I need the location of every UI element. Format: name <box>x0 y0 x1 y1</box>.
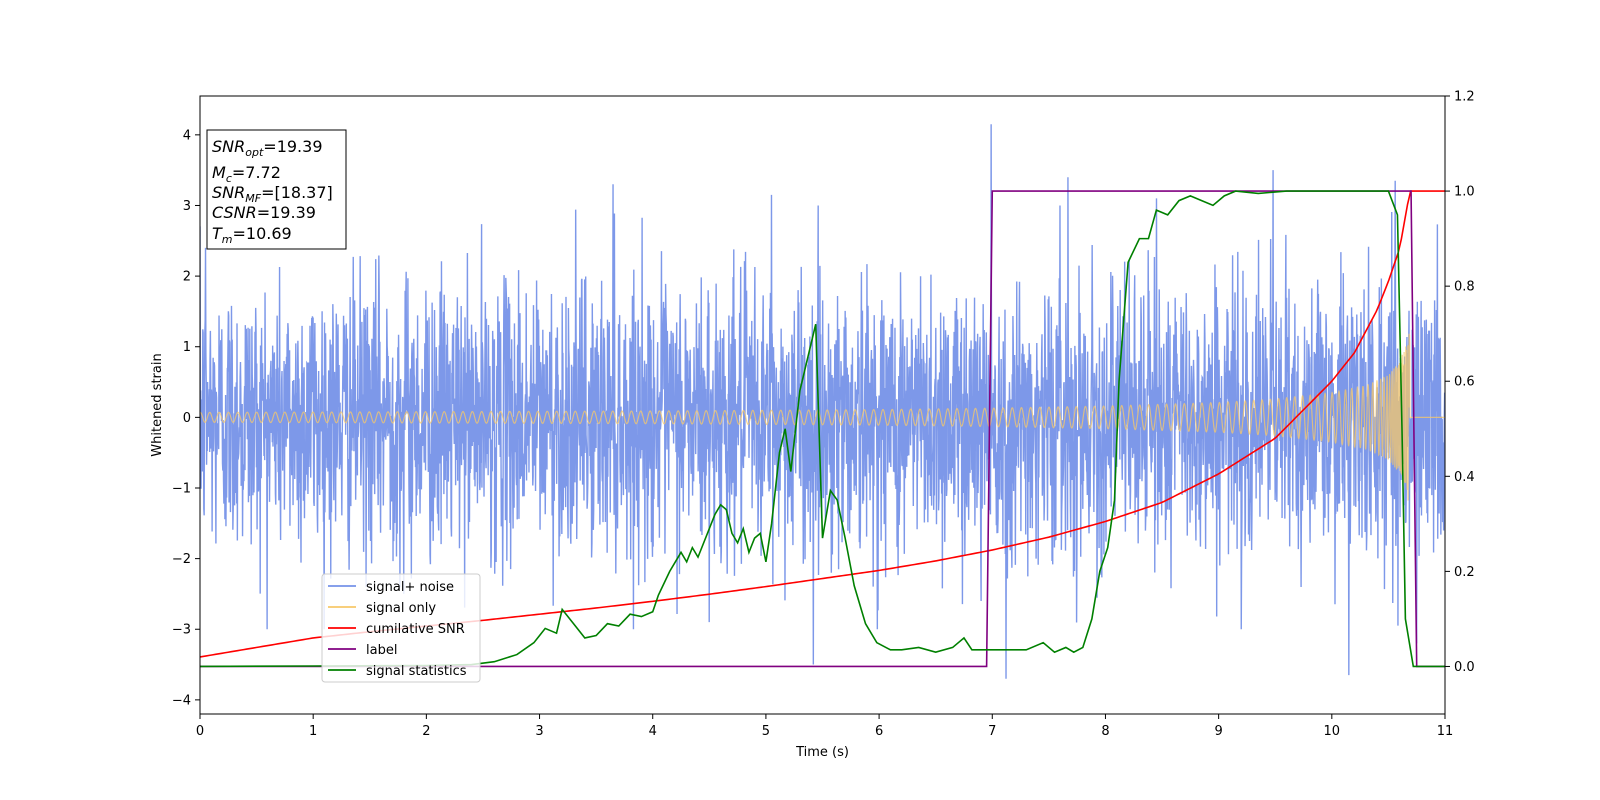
y-tick-label: −2 <box>172 552 191 567</box>
legend-entry: cumilative SNR <box>366 622 465 637</box>
x-tick-label: 9 <box>1214 724 1222 739</box>
y2-tick-label: 0.8 <box>1454 280 1475 295</box>
annotation-value: =7.72 <box>232 163 281 182</box>
axes: 0 1 2 3 4 5 6 7 8 9 10 11 −4 −3 −2 −1 0 1 2 3 4 0.0 0.2 0.4 0.6 0… <box>150 90 1475 761</box>
annotation-symbol: M <box>212 163 226 182</box>
line-signal-only <box>200 333 1445 501</box>
y-tick-label: 1 <box>183 340 191 355</box>
annotation-subscript: m <box>222 233 233 246</box>
line-signal-statistics <box>200 190 1445 668</box>
x-tick-label: 10 <box>1324 724 1341 739</box>
annotation-line: Mc=7.72 <box>212 163 281 185</box>
annotation-subscript: c <box>226 172 232 185</box>
legend-frame <box>321 573 481 683</box>
x-tick-label: 11 <box>1437 724 1454 739</box>
annotation-symbol: CSNR <box>212 203 257 222</box>
annotation-symbol: T <box>212 224 223 243</box>
legend-entry: label <box>366 643 397 658</box>
legend-entry: signal statistics <box>366 664 467 679</box>
x-axis-label: Time (s) <box>795 745 849 760</box>
plot-frame <box>199 95 1446 715</box>
annotation-value: =19.39 <box>263 137 322 156</box>
annotation-line: CSNR=19.39 <box>212 203 316 222</box>
y2-tick-label: 0.0 <box>1454 660 1475 675</box>
y2-tick-label: 1.0 <box>1454 185 1475 200</box>
annotation-line: Tm=10.69 <box>212 224 292 246</box>
legend: signal+ noise signal only cumilative SNR la… <box>321 573 481 683</box>
annotation-line: SNRopt=19.39 <box>212 137 323 159</box>
annotation-frame <box>206 129 347 250</box>
annotation-value: =[18.37] <box>261 183 333 202</box>
y-tick-label: −3 <box>172 623 191 638</box>
annotation-value: =10.69 <box>233 224 292 243</box>
x-tick-label: 7 <box>988 724 996 739</box>
annotation-subscript: MF <box>245 192 261 205</box>
annotation-subscript: opt <box>245 146 264 159</box>
x-tick-label: 4 <box>649 724 657 739</box>
y-axis-label: Whitened strain <box>150 353 165 456</box>
x-tick-label: 0 <box>196 724 204 739</box>
line-signal-noise <box>200 124 1445 679</box>
annotation-symbol: SNR <box>212 137 245 156</box>
x-tick-label: 5 <box>762 724 770 739</box>
series-signal-noise <box>200 124 1445 679</box>
y-tick-label: 2 <box>183 270 191 285</box>
annotation-line: SNRMF=[18.37] <box>212 183 333 205</box>
x-tick-label: 3 <box>535 724 543 739</box>
y-tick-label: 3 <box>183 199 191 214</box>
y-tick-label: 4 <box>183 128 191 143</box>
x-tick-label: 1 <box>309 724 317 739</box>
y-tick-label: −4 <box>172 693 191 708</box>
x-tick-label: 6 <box>875 724 883 739</box>
legend-entry: signal+ noise <box>366 580 454 595</box>
annotation-symbol: SNR <box>212 183 245 202</box>
y2-tick-label: 0.6 <box>1454 375 1475 390</box>
x-tick-label: 8 <box>1101 724 1109 739</box>
legend-entry: signal only <box>366 601 436 616</box>
y2-tick-label: 1.2 <box>1454 90 1475 105</box>
y2-tick-label: 0.4 <box>1454 470 1475 485</box>
y-tick-label: 0 <box>183 411 191 426</box>
y-tick-label: −1 <box>172 481 191 496</box>
y2-tick-label: 0.2 <box>1454 565 1475 580</box>
annotation-box: SNRopt=19.39Mc=7.72SNRMF=[18.37]CSNR=19.… <box>206 129 347 250</box>
series-signal-only <box>200 333 1445 501</box>
annotation-value: =19.39 <box>257 203 316 222</box>
x-tick-label: 2 <box>422 724 430 739</box>
